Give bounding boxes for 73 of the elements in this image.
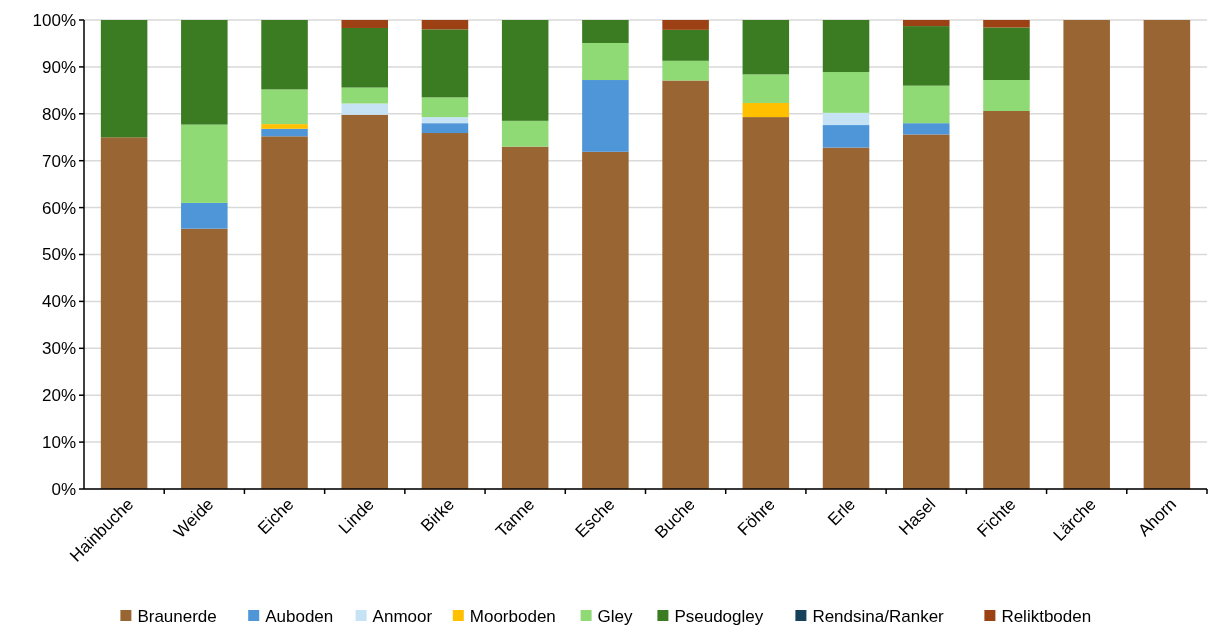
bar (261, 20, 308, 90)
y-tick-label: 30% (41, 339, 76, 359)
bar (421, 29, 469, 98)
bar (582, 42, 629, 81)
bar (902, 134, 950, 489)
bar (1143, 20, 1191, 489)
bar (902, 26, 950, 86)
legend-label: Braunerde (137, 606, 217, 626)
y-tick-label: 80% (41, 104, 76, 124)
bar (742, 74, 790, 104)
bar (983, 110, 1030, 489)
bar (421, 20, 469, 30)
bar (983, 80, 1030, 111)
bar (341, 87, 389, 104)
bar (662, 20, 709, 30)
bar (742, 103, 790, 118)
bar (742, 20, 790, 75)
bar (582, 80, 629, 152)
bar (341, 27, 389, 88)
y-tick-label: 0% (51, 479, 76, 499)
bar (902, 123, 950, 135)
bar (261, 89, 308, 125)
legend-label: Anmoor (372, 606, 433, 626)
bar (501, 120, 549, 147)
bar (902, 85, 950, 124)
legend-label: Auboden (265, 606, 334, 626)
bar (822, 72, 870, 113)
bar (742, 117, 790, 489)
legend-label: Rendsina/Ranker (812, 606, 945, 626)
bar (822, 20, 870, 73)
bar (100, 20, 148, 138)
bar (822, 125, 870, 148)
y-tick-label: 50% (41, 245, 76, 265)
bar (421, 97, 469, 118)
bar (501, 146, 549, 489)
bar (1063, 20, 1110, 489)
y-tick-label: 60% (41, 198, 76, 218)
y-tick-label: 20% (41, 386, 76, 406)
legend-label: Moorboden (469, 606, 556, 626)
bar (582, 151, 629, 489)
bar (662, 80, 709, 489)
x-tick-label: Erle (824, 494, 860, 530)
bar (421, 133, 469, 489)
bar (181, 124, 228, 203)
bar (822, 112, 870, 126)
bar (341, 20, 389, 28)
bar (341, 103, 389, 115)
y-tick-label: 100% (32, 10, 76, 30)
bar (662, 29, 709, 61)
bar (421, 123, 469, 134)
legend-label: Pseudogley (674, 606, 764, 626)
bar (983, 20, 1030, 28)
legend-label: Reliktboden (1001, 606, 1092, 626)
y-tick-label: 40% (41, 292, 76, 312)
y-tick-label: 70% (41, 151, 76, 171)
bar (822, 147, 870, 489)
bar (421, 117, 469, 124)
bar (181, 20, 228, 125)
y-tick-label: 90% (41, 57, 76, 77)
bar (662, 60, 709, 81)
bar (261, 124, 308, 129)
bar (582, 20, 629, 43)
bar (341, 114, 389, 489)
bar (181, 202, 228, 229)
bar (983, 27, 1030, 81)
bar (261, 128, 308, 137)
bar (261, 136, 308, 489)
y-tick-label: 10% (41, 433, 76, 453)
bar (181, 228, 228, 489)
bar (501, 20, 549, 121)
bar (902, 20, 950, 27)
legend-label: Gley (597, 606, 634, 626)
bar (100, 137, 148, 489)
